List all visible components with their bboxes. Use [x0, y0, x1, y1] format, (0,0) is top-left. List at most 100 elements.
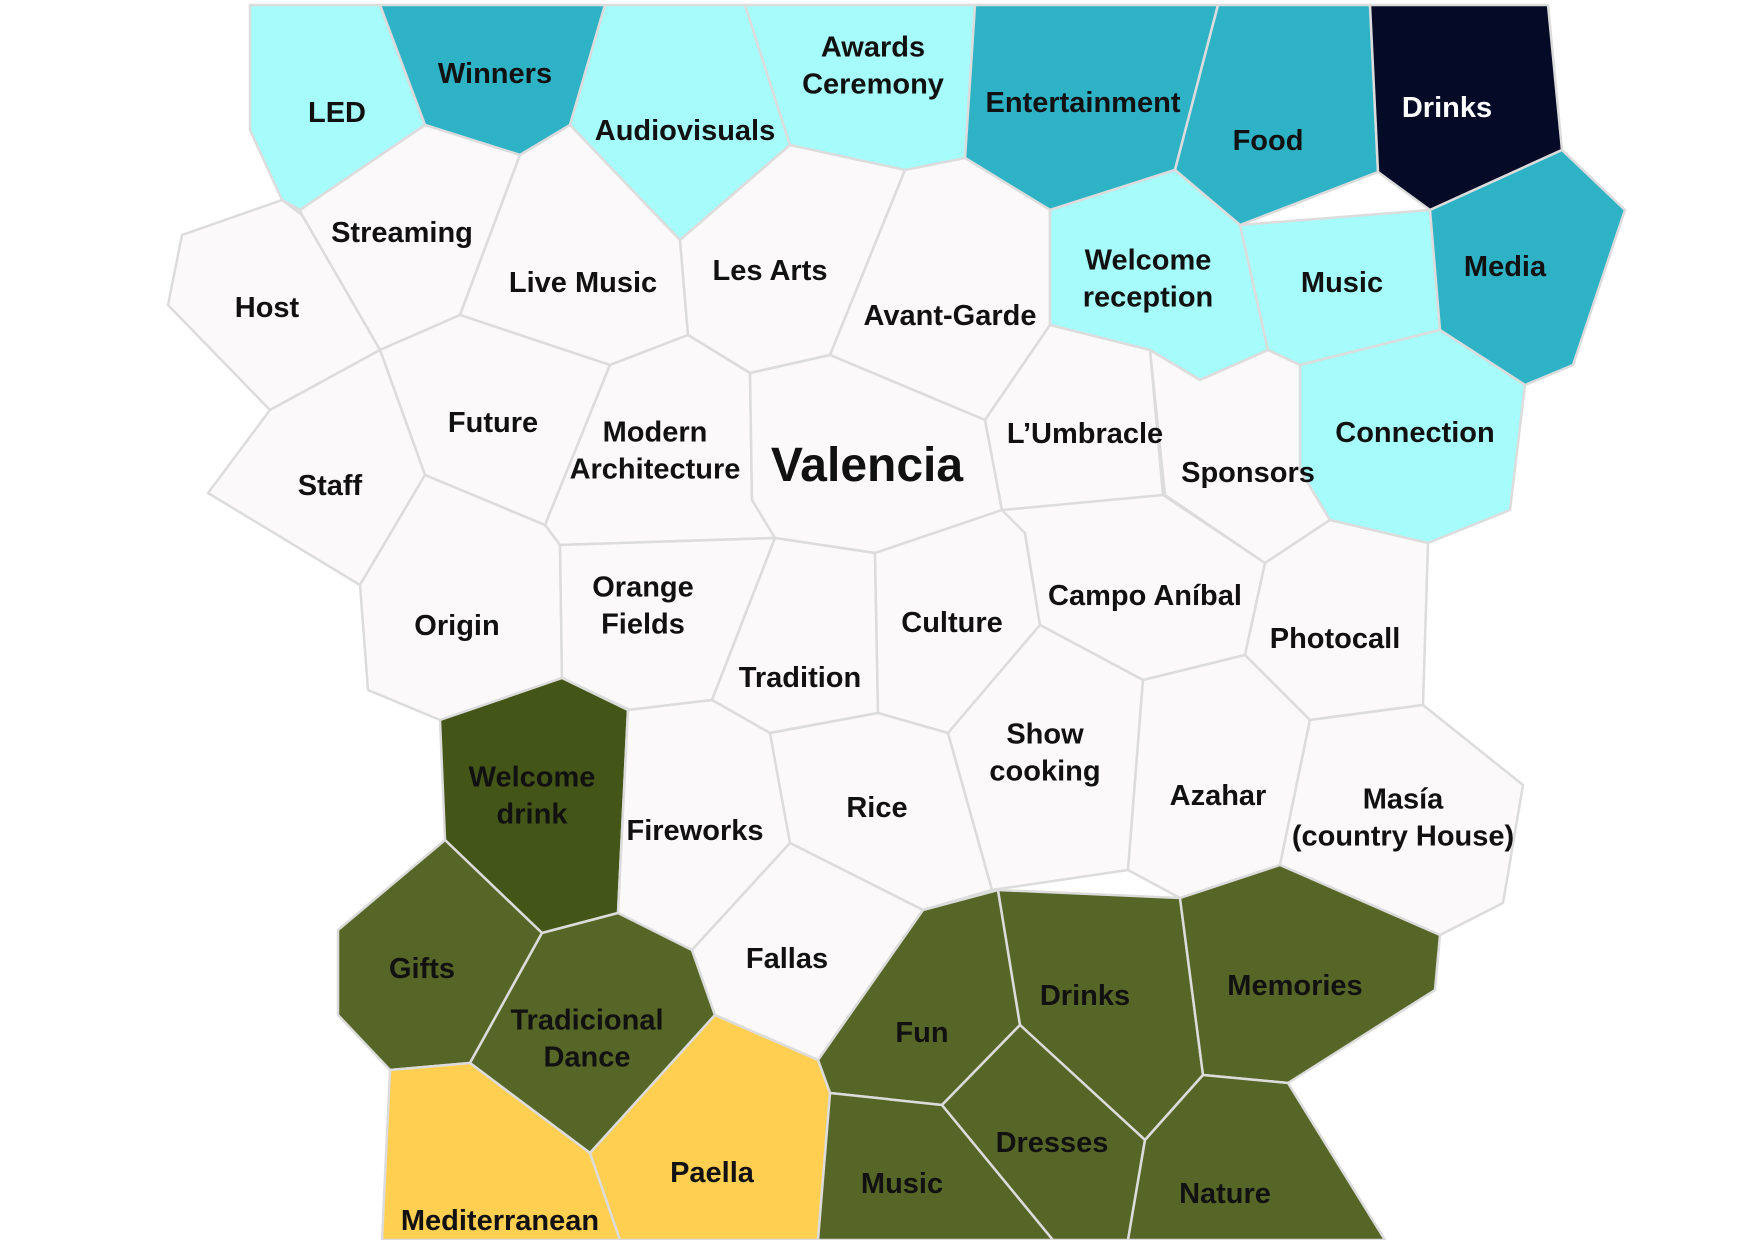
cell-label-line: Winners [438, 58, 552, 90]
cell-label-line: Streaming [331, 217, 473, 249]
cell-label-line: Food [1233, 125, 1304, 157]
cell-label-line: Fallas [746, 943, 828, 975]
cell-label-food: Food [1233, 125, 1304, 157]
cell-label-paella: Paella [670, 1157, 755, 1189]
cell-label-music-top: Music [1301, 267, 1383, 299]
cell-label-line: Awards [821, 32, 925, 64]
cell-label-line: Origin [414, 610, 499, 642]
cell-label-fireworks: Fireworks [627, 815, 764, 847]
cell-label-sponsors: Sponsors [1181, 457, 1315, 489]
cell-label-masia: Masía (country House) [1292, 784, 1514, 853]
cell-label-azahar: Azahar [1170, 780, 1267, 812]
cell-label-line: Live Music [509, 267, 657, 299]
cell-label-campo-anibal: Campo Aníbal [1048, 580, 1242, 612]
cell-label-line: Rice [846, 792, 907, 824]
cell-label-modern-architecture: Modern Architecture [570, 417, 741, 486]
cell-label-line: Show [1006, 719, 1084, 751]
cell-label-awards-ceremony: Awards Ceremony [802, 32, 944, 101]
cell-label-line: drink [497, 799, 569, 831]
cell-label-music-bottom: Music [861, 1168, 943, 1200]
cell-label-line: Drinks [1402, 92, 1492, 124]
cell-label-photocall: Photocall [1270, 623, 1401, 655]
cell-label-line: Welcome [469, 762, 596, 794]
cell-label-media: Media [1464, 251, 1547, 283]
cell-label-nature: Nature [1179, 1178, 1271, 1210]
cell-label-line: Paella [670, 1157, 755, 1189]
cell-label-welcome-drink: Welcome drink [469, 762, 596, 831]
labels-layer: LED Winners Audiovisuals Awards Ceremony Ente… [235, 32, 1547, 1238]
cell-label-audiovisuals: Audiovisuals [595, 115, 776, 147]
cell-label-avant-garde: Avant-Garde [864, 300, 1037, 332]
cell-label-gifts: Gifts [389, 953, 455, 985]
cell-food [1173, 3, 1380, 227]
cell-label-line: Modern [603, 417, 708, 449]
cell-label-lumbracle: L’Umbracle [1007, 418, 1163, 450]
cell-label-line: Architecture [570, 454, 741, 486]
cell-label-line: Media [1464, 251, 1547, 283]
cell-label-line: Host [235, 292, 300, 324]
cell-label-origin: Origin [414, 610, 499, 642]
cell-nature [1126, 1073, 1387, 1240]
cell-label-drinks-bottom: Drinks [1040, 980, 1130, 1012]
cell-label-line: Orange [592, 572, 694, 604]
cell-label-entertainment: Entertainment [986, 87, 1181, 119]
cell-label-line: (country House) [1292, 821, 1514, 853]
cell-label-line: Fireworks [627, 815, 764, 847]
cell-label-line: Dresses [996, 1127, 1109, 1159]
cell-label-line: Entertainment [986, 87, 1181, 119]
cell-label-line: Tradicional [510, 1005, 663, 1037]
cell-label-connection: Connection [1335, 417, 1495, 449]
cell-label-drinks-top: Drinks [1402, 92, 1492, 124]
cell-label-welcome-reception: Welcome reception [1083, 245, 1214, 314]
cell-label-line: Fun [895, 1017, 948, 1049]
cell-label-line: Les Arts [713, 255, 828, 287]
cell-label-line: Avant-Garde [864, 300, 1037, 332]
cell-label-line: Music [1301, 267, 1383, 299]
cell-label-line: Welcome [1085, 245, 1212, 277]
cell-label-line: Ceremony [802, 69, 944, 101]
cell-label-culture: Culture [901, 607, 1003, 639]
cell-label-line: LED [308, 97, 366, 129]
cell-label-line: Valencia [771, 439, 963, 492]
cell-label-line: Masía [1363, 784, 1444, 816]
cell-label-line: Music [861, 1168, 943, 1200]
cell-label-rice: Rice [846, 792, 907, 824]
cell-label-orange-fields: Orange Fields [592, 572, 694, 641]
cell-label-line: Nature [1179, 1178, 1271, 1210]
cell-label-line: Audiovisuals [595, 115, 776, 147]
cell-label-line: L’Umbracle [1007, 418, 1163, 450]
cell-label-line: Azahar [1170, 780, 1267, 812]
cell-label-tradition: Tradition [739, 662, 861, 694]
cell-label-winners: Winners [438, 58, 552, 90]
cell-label-line: Connection [1335, 417, 1495, 449]
cell-label-future: Future [448, 407, 538, 439]
cell-label-host: Host [235, 292, 300, 324]
cell-label-les-arts: Les Arts [713, 255, 828, 287]
cell-label-line: Campo Aníbal [1048, 580, 1242, 612]
cell-label-live-music: Live Music [509, 267, 657, 299]
cell-label-line: reception [1083, 282, 1214, 314]
cell-label-line: Gifts [389, 953, 455, 985]
cell-label-line: Tradition [739, 662, 861, 694]
cell-label-led: LED [308, 97, 366, 129]
cell-music-bottom [816, 1091, 1055, 1240]
cell-label-line: Photocall [1270, 623, 1401, 655]
cell-label-line: Memories [1227, 970, 1362, 1002]
cell-label-line: Drinks [1040, 980, 1130, 1012]
cell-label-line: Future [448, 407, 538, 439]
cell-label-line: Sponsors [1181, 457, 1315, 489]
cell-label-mediterranean: Mediterranean [401, 1205, 599, 1237]
cell-label-line: cooking [989, 756, 1100, 788]
cell-label-fun: Fun [895, 1017, 948, 1049]
cell-label-fallas: Fallas [746, 943, 828, 975]
cells-layer [166, 3, 1627, 1240]
cell-label-line: Staff [298, 470, 363, 502]
cell-label-line: Fields [601, 609, 685, 641]
cell-label-show-cooking: Show cooking [989, 719, 1100, 788]
cell-label-line: Culture [901, 607, 1003, 639]
cell-label-dresses: Dresses [996, 1127, 1109, 1159]
cell-label-valencia: Valencia [771, 439, 963, 492]
cell-label-streaming: Streaming [331, 217, 473, 249]
cell-label-memories: Memories [1227, 970, 1362, 1002]
